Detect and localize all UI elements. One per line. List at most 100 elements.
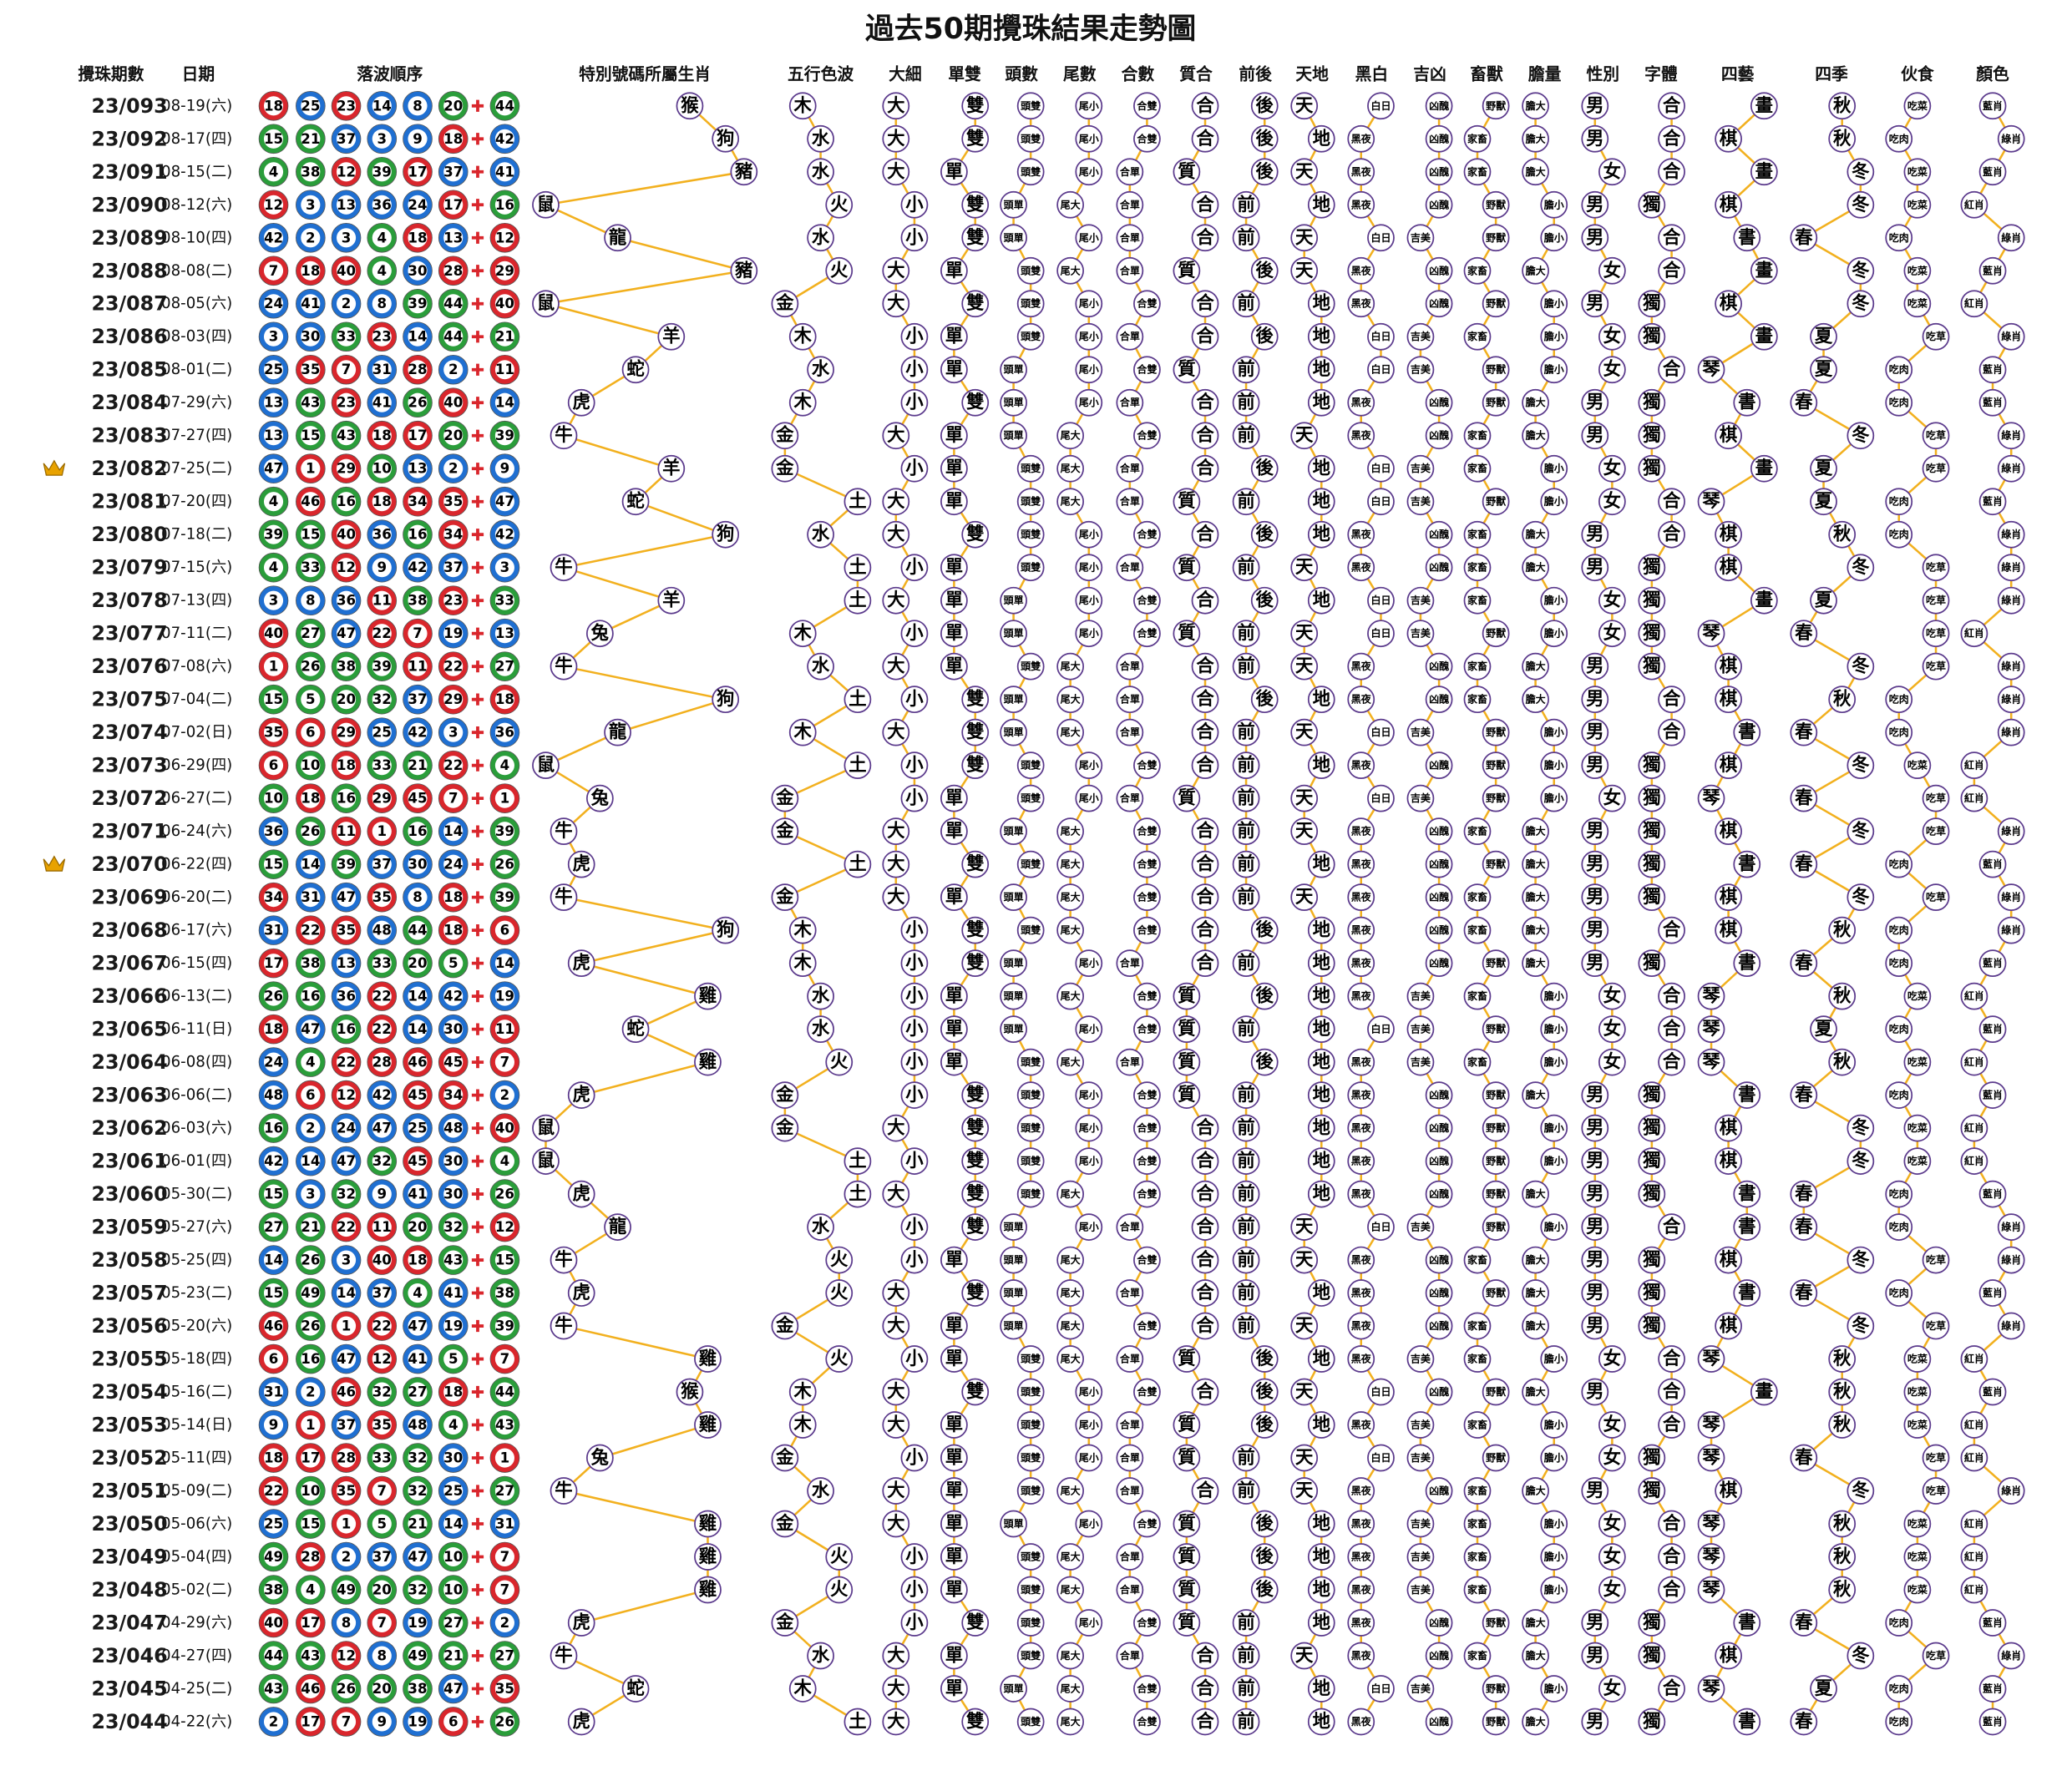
cell-value: 吃菜 <box>1907 1583 1928 1596</box>
cell-circle <box>1406 356 1435 384</box>
cell-value: 合 <box>1196 226 1214 248</box>
cell-circle <box>1540 356 1568 384</box>
cell-circle <box>1790 388 1818 417</box>
plus-sign <box>471 1551 484 1563</box>
plus-sign <box>471 1385 484 1399</box>
cell-value: 女 <box>1603 787 1621 809</box>
draw-date: 08-15(二) <box>161 163 232 180</box>
cell-value: 合 <box>1663 260 1681 281</box>
cell-circle <box>1307 190 1335 219</box>
cell-circle <box>1075 124 1103 153</box>
cell-value: 凶醜 <box>1429 528 1449 540</box>
cell-value: 藍肖 <box>1983 1616 2003 1628</box>
cell-value: 吉美 <box>1411 1682 1431 1694</box>
cell-value: 吃草 <box>1926 825 1946 837</box>
plus-sign <box>471 1583 484 1596</box>
cell-value: 吃草 <box>1926 891 1946 903</box>
cell-circle <box>1847 190 1875 219</box>
cell-value: 春 <box>1795 1283 1813 1303</box>
cell-circle <box>1581 290 1609 318</box>
ball-number: 26 <box>264 989 283 1004</box>
cell-value: 合 <box>1663 226 1681 248</box>
cell-circle <box>1250 256 1279 285</box>
cell-value: 紅肖 <box>1964 627 1984 640</box>
table-body: 攪珠期數 日期 落波順序 特別號碼所屬生肖 五行色波 大細 單雙 頭數 尾數 合數 質合 前後 天地 黑白… <box>43 64 2025 1737</box>
cell-value: 質 <box>1178 261 1195 281</box>
ball-number: 9 <box>500 461 510 477</box>
cell-value: 合雙 <box>1137 297 1157 310</box>
ball-number: 2 <box>500 1087 510 1103</box>
cell-value: 野獸 <box>1486 957 1507 969</box>
cell-value: 合雙 <box>1137 1616 1157 1628</box>
cell-value: 合 <box>1196 1183 1214 1205</box>
ball-number: 41 <box>408 1351 427 1367</box>
trend-line <box>1709 104 1766 1723</box>
cell-value: 紅肖 <box>1964 1451 1984 1464</box>
cell-value: 合單 <box>1120 198 1140 210</box>
cell-value: 獨 <box>1642 623 1660 644</box>
cell-value: 天 <box>1295 261 1314 281</box>
cell-value: 金 <box>775 1612 794 1633</box>
cell-value: 頭雙 <box>1021 1551 1041 1563</box>
cell-value: 黑夜 <box>1351 1616 1372 1628</box>
cell-circle <box>1658 256 1685 285</box>
cell-circle <box>900 388 929 417</box>
period: 23/045 <box>91 1677 167 1700</box>
cell-value: 女 <box>1603 622 1621 644</box>
cell-value: 尾大 <box>1061 891 1081 903</box>
plus-sign <box>471 463 484 475</box>
cell-value: 單 <box>945 1316 963 1337</box>
cell-value: 白日 <box>1370 1385 1391 1398</box>
ball-face <box>337 162 357 182</box>
ball-number: 24 <box>264 296 283 311</box>
draw-date: 07-18(二) <box>161 526 232 544</box>
cell-value: 野獸 <box>1486 1451 1507 1464</box>
cell-circle <box>1075 224 1103 252</box>
cell-value: 虎 <box>573 853 590 875</box>
cell-value: 土 <box>849 491 866 512</box>
ball-number: 35 <box>372 1417 392 1433</box>
cell-value: 合 <box>1196 1282 1214 1303</box>
cell-value: 雙 <box>966 1183 985 1205</box>
cell-value: 吃菜 <box>1907 1419 1928 1431</box>
ball-number: 2 <box>306 1384 316 1400</box>
ball-number: 43 <box>301 395 320 411</box>
cell-value: 地 <box>1313 1184 1330 1205</box>
ball-number: 10 <box>443 1549 463 1565</box>
cell-circle <box>1191 388 1219 417</box>
draw-date: 04-27(四) <box>161 1647 232 1664</box>
cell-circle <box>1522 124 1549 153</box>
cell-value: 男 <box>1586 425 1603 446</box>
ball-number: 36 <box>337 989 356 1004</box>
cell-value: 頭雙 <box>1021 1353 1041 1365</box>
cell-circle <box>961 290 990 318</box>
ball-number: 22 <box>372 989 392 1004</box>
cell-circle <box>900 356 929 384</box>
cell-value: 單 <box>945 326 963 347</box>
draw-date: 07-27(四) <box>161 427 232 444</box>
ball-number: 14 <box>495 395 514 411</box>
cell-value: 膽大 <box>1526 1616 1546 1628</box>
ball-number: 35 <box>443 493 463 509</box>
cell-circle <box>1715 290 1742 318</box>
ball-number: 45 <box>408 791 427 807</box>
cell-value: 獨 <box>1642 1184 1660 1205</box>
plus-sign <box>471 1055 484 1069</box>
ball-number: 47 <box>301 1021 320 1037</box>
ball-face <box>301 426 321 446</box>
cell-value: 尾大 <box>1061 1649 1081 1662</box>
ball-number: 30 <box>443 1021 463 1037</box>
cell-value: 男 <box>1586 1612 1603 1633</box>
cell-circle <box>1075 290 1103 318</box>
cell-value: 男 <box>1586 887 1603 908</box>
ball-number: 28 <box>337 1450 356 1466</box>
cell-value: 雙 <box>966 721 985 743</box>
cell-value: 畫 <box>1755 590 1773 611</box>
ball-number: 14 <box>372 98 392 114</box>
cell-value: 尾小 <box>1079 99 1099 112</box>
cell-value: 吉美 <box>1411 594 1431 606</box>
cell-value: 吉美 <box>1411 1023 1431 1035</box>
cell-value: 家畜 <box>1467 528 1487 540</box>
cell-circle <box>1116 388 1144 417</box>
period: 23/075 <box>91 688 167 711</box>
